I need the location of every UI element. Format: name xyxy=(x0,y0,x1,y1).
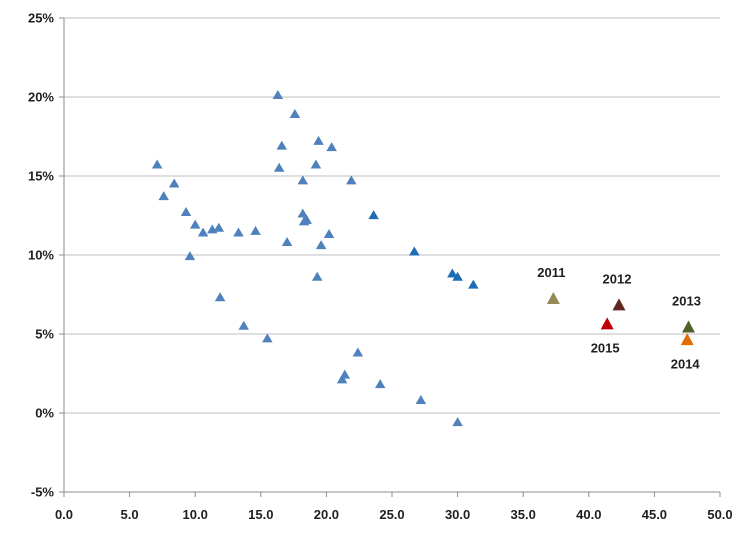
data-point xyxy=(289,108,301,118)
point-label-2014: 2014 xyxy=(671,356,701,371)
data-point xyxy=(276,140,288,150)
point-label-2012: 2012 xyxy=(603,272,632,287)
data-point xyxy=(313,135,324,145)
data-point xyxy=(339,369,351,379)
data-point xyxy=(262,333,273,343)
x-tick-label: 15.0 xyxy=(248,507,273,522)
x-tick-label: 50.0 xyxy=(707,507,732,522)
highlight-point-2013 xyxy=(682,320,696,333)
highlight-point-2014 xyxy=(680,333,694,346)
x-tick-label: 5.0 xyxy=(121,507,139,522)
x-tick-label: 20.0 xyxy=(314,507,339,522)
point-label-2015: 2015 xyxy=(591,341,620,356)
data-point xyxy=(184,251,196,261)
x-tick-label: 0.0 xyxy=(55,507,73,522)
data-point xyxy=(213,222,225,232)
data-point xyxy=(180,206,192,216)
data-point xyxy=(310,159,322,169)
data-point xyxy=(273,162,285,172)
data-point xyxy=(352,347,364,357)
y-tick-label: 20% xyxy=(28,90,54,105)
point-label-2013: 2013 xyxy=(672,294,701,309)
data-point xyxy=(452,271,463,281)
x-tick-label: 35.0 xyxy=(511,507,536,522)
data-point xyxy=(250,225,261,235)
data-point xyxy=(468,279,479,289)
data-point xyxy=(168,178,180,188)
data-point xyxy=(315,240,327,250)
x-tick-label: 40.0 xyxy=(576,507,601,522)
data-point xyxy=(323,229,335,239)
y-tick-label: 25% xyxy=(28,11,54,26)
data-point xyxy=(281,236,293,246)
data-point xyxy=(301,214,312,224)
y-tick-label: -5% xyxy=(31,485,55,500)
data-point xyxy=(158,191,169,201)
data-point xyxy=(368,210,379,220)
data-point xyxy=(311,271,323,281)
data-point xyxy=(233,227,244,237)
data-point xyxy=(346,175,357,185)
data-point xyxy=(409,246,420,256)
highlight-point-2012 xyxy=(612,298,626,311)
data-point xyxy=(452,417,463,427)
x-tick-label: 30.0 xyxy=(445,507,470,522)
highlight-point-2011 xyxy=(546,292,560,305)
data-point xyxy=(238,320,249,330)
y-tick-label: 15% xyxy=(28,169,54,184)
data-point xyxy=(336,374,348,384)
data-point xyxy=(415,394,427,404)
data-point xyxy=(197,227,209,237)
y-tick-label: 5% xyxy=(35,327,54,342)
highlight-point-2015 xyxy=(600,317,614,330)
x-tick-label: 10.0 xyxy=(183,507,208,522)
data-point xyxy=(297,208,309,218)
data-point xyxy=(326,142,337,152)
data-point xyxy=(297,175,309,185)
data-point xyxy=(447,268,458,278)
data-point xyxy=(151,159,163,169)
x-tick-label: 45.0 xyxy=(642,507,667,522)
y-tick-label: 0% xyxy=(35,406,54,421)
y-tick-label: 10% xyxy=(28,248,54,263)
data-point xyxy=(272,90,284,100)
data-point xyxy=(214,292,226,302)
x-tick-label: 25.0 xyxy=(379,507,404,522)
point-label-2011: 2011 xyxy=(537,265,565,280)
data-point xyxy=(189,219,201,229)
data-point xyxy=(374,379,386,389)
